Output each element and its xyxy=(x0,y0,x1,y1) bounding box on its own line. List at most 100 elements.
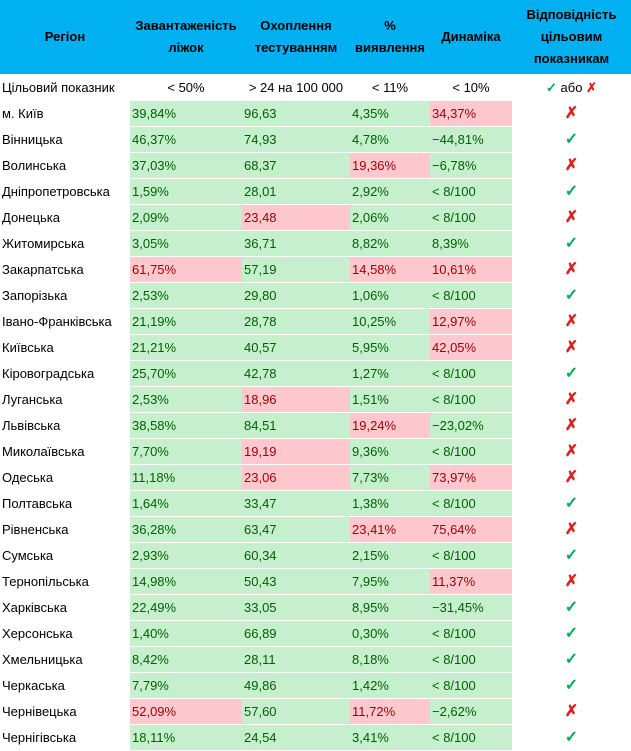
cell-detection: 10,25% xyxy=(350,308,430,335)
header-dynamics: Динаміка xyxy=(430,0,512,74)
cell-compliance: ✗ xyxy=(512,412,631,439)
cell-region: Хмельницька xyxy=(0,646,130,673)
table-row: Хмельницька 8,42% 28,11 8,18% < 8/100 ✓ xyxy=(0,646,631,673)
cell-compliance: ✓ xyxy=(512,360,631,387)
cell-dynamics: −31,45% xyxy=(430,594,512,621)
cell-beds: 36,28% xyxy=(130,516,242,543)
check-icon: ✓ xyxy=(564,365,579,382)
cell-dynamics: < 8/100 xyxy=(430,438,512,465)
cell-testing: 49,86 xyxy=(242,672,350,699)
cell-region: Запорізька xyxy=(0,282,130,309)
cell-region: Черкаська xyxy=(0,672,130,699)
check-icon: ✓ xyxy=(564,287,579,304)
header-testing: Охоплення тестуванням xyxy=(242,0,350,74)
table-row: м. Київ 39,84% 96,63 4,35% 34,37% ✗ xyxy=(0,100,631,127)
table-row: Дніпропетровська 1,59% 28,01 2,92% < 8/100 ✓ xyxy=(0,178,631,205)
table-row: Київська 21,21% 40,57 5,95% 42,05% ✗ xyxy=(0,334,631,361)
table-row: Полтавська 1,64% 33,47 1,38% < 8/100 ✓ xyxy=(0,490,631,517)
cell-dynamics: 8,39% xyxy=(430,230,512,257)
table-row: Львівська 38,58% 84,51 19,24% −23,02% ✗ xyxy=(0,412,631,439)
cell-dynamics: < 8/100 xyxy=(430,386,512,413)
cell-region: Одеська xyxy=(0,464,130,491)
cell-dynamics: 34,37% xyxy=(430,100,512,127)
cell-compliance: ✗ xyxy=(512,438,631,465)
target-detection: < 11% xyxy=(350,74,430,101)
cell-testing: 29,80 xyxy=(242,282,350,309)
cell-dynamics: < 8/100 xyxy=(430,724,512,751)
cross-icon: ✗ xyxy=(564,573,579,590)
cell-detection: 3,41% xyxy=(350,724,430,751)
cell-region: Київська xyxy=(0,334,130,361)
cell-beds: 11,18% xyxy=(130,464,242,491)
cell-beds: 38,58% xyxy=(130,412,242,439)
cell-region: Полтавська xyxy=(0,490,130,517)
cell-compliance: ✗ xyxy=(512,204,631,231)
table-row: Івано-Франківська 21,19% 28,78 10,25% 12,97%… xyxy=(0,308,631,335)
cell-compliance: ✓ xyxy=(512,230,631,257)
target-compliance: ✓ або ✗ xyxy=(512,74,631,101)
cell-compliance: ✓ xyxy=(512,178,631,205)
cell-dynamics: < 8/100 xyxy=(430,490,512,517)
cell-beds: 22,49% xyxy=(130,594,242,621)
cell-testing: 28,78 xyxy=(242,308,350,335)
cell-beds: 8,42% xyxy=(130,646,242,673)
cell-region: Волинська xyxy=(0,152,130,179)
cross-icon: ✗ xyxy=(564,313,579,330)
table-row: Волинська 37,03% 68,37 19,36% −6,78% ✗ xyxy=(0,152,631,179)
cell-compliance: ✗ xyxy=(512,464,631,491)
cell-detection: 1,38% xyxy=(350,490,430,517)
check-icon: ✓ xyxy=(564,729,579,746)
cell-beds: 2,09% xyxy=(130,204,242,231)
cell-compliance: ✓ xyxy=(512,620,631,647)
cell-beds: 1,40% xyxy=(130,620,242,647)
cell-detection: 1,06% xyxy=(350,282,430,309)
table-row: Закарпатська 61,75% 57,19 14,58% 10,61% ✗ xyxy=(0,256,631,283)
cell-beds: 2,53% xyxy=(130,282,242,309)
cell-beds: 37,03% xyxy=(130,152,242,179)
cell-dynamics: 12,97% xyxy=(430,308,512,335)
cell-detection: 4,35% xyxy=(350,100,430,127)
check-icon: ✓ xyxy=(564,235,579,252)
target-dynamics: < 10% xyxy=(430,74,512,101)
cell-detection: 11,72% xyxy=(350,698,430,725)
cross-icon: ✗ xyxy=(564,105,579,122)
cell-testing: 19,19 xyxy=(242,438,350,465)
cell-testing: 33,05 xyxy=(242,594,350,621)
cell-dynamics: < 8/100 xyxy=(430,360,512,387)
cell-detection: 1,51% xyxy=(350,386,430,413)
cell-region: м. Київ xyxy=(0,100,130,127)
cell-region: Вінницька xyxy=(0,126,130,153)
table-row: Луганська 2,53% 18,96 1,51% < 8/100 ✗ xyxy=(0,386,631,413)
cross-icon: ✗ xyxy=(564,157,579,174)
cell-beds: 21,19% xyxy=(130,308,242,335)
table-body: Цільовий показник < 50% > 24 на 100 000 … xyxy=(0,74,631,751)
cross-icon: ✗ xyxy=(564,703,579,720)
cell-dynamics: 10,61% xyxy=(430,256,512,283)
cell-region: Чернігівська xyxy=(0,724,130,751)
target-testing: > 24 на 100 000 xyxy=(242,74,350,101)
cell-detection: 7,95% xyxy=(350,568,430,595)
target-label: Цільовий показник xyxy=(0,74,130,101)
cell-detection: 2,92% xyxy=(350,178,430,205)
cell-testing: 84,51 xyxy=(242,412,350,439)
table-row: Одеська 11,18% 23,06 7,73% 73,97% ✗ xyxy=(0,464,631,491)
cell-dynamics: < 8/100 xyxy=(430,178,512,205)
check-icon: ✓ xyxy=(564,599,579,616)
cross-icon: ✗ xyxy=(564,339,579,356)
table-row: Херсонська 1,40% 66,89 0,30% < 8/100 ✓ xyxy=(0,620,631,647)
cell-compliance: ✗ xyxy=(512,256,631,283)
cell-beds: 14,98% xyxy=(130,568,242,595)
cell-testing: 66,89 xyxy=(242,620,350,647)
check-icon: ✓ xyxy=(564,547,579,564)
cell-beds: 2,93% xyxy=(130,542,242,569)
cell-beds: 61,75% xyxy=(130,256,242,283)
cell-dynamics: < 8/100 xyxy=(430,620,512,647)
header-region: Регіон xyxy=(0,0,130,74)
cell-detection: 8,82% xyxy=(350,230,430,257)
cross-icon: ✗ xyxy=(564,209,579,226)
cell-dynamics: < 8/100 xyxy=(430,672,512,699)
cell-dynamics: −2,62% xyxy=(430,698,512,725)
cell-detection: 7,73% xyxy=(350,464,430,491)
cell-dynamics: < 8/100 xyxy=(430,542,512,569)
table-row: Чернівецька 52,09% 57,60 11,72% −2,62% ✗ xyxy=(0,698,631,725)
